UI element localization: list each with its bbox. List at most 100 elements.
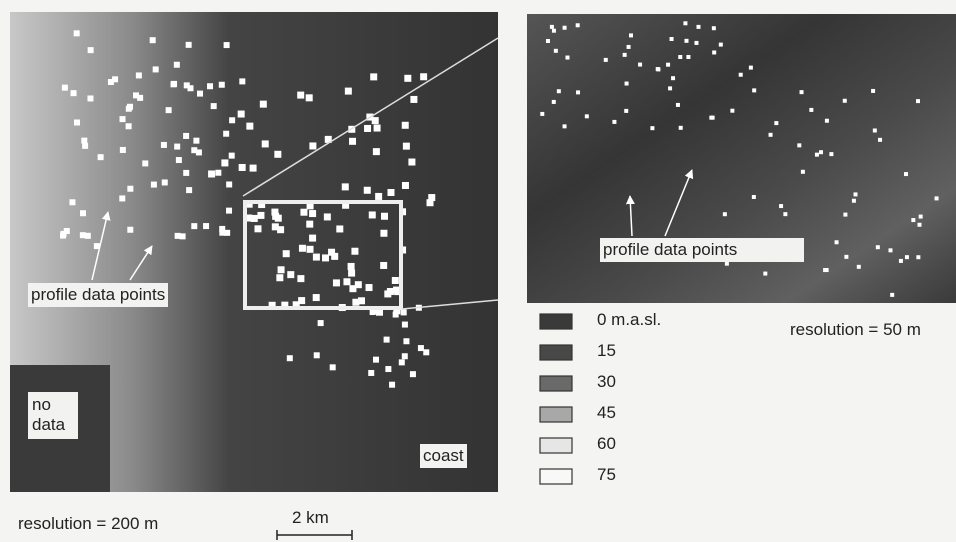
data-point [381, 213, 388, 220]
data-point [69, 199, 75, 205]
data-point [246, 123, 253, 130]
data-point [697, 25, 701, 29]
data-point [679, 126, 683, 130]
data-point [127, 227, 133, 233]
data-point [871, 89, 875, 93]
data-point [322, 254, 329, 261]
data-point [402, 353, 408, 359]
label-line: no [32, 395, 74, 415]
legend-label: 45 [597, 403, 616, 423]
data-point [783, 212, 787, 216]
data-point [380, 230, 387, 237]
data-point [223, 131, 229, 137]
data-point [752, 195, 756, 199]
data-point [623, 53, 627, 57]
data-point [835, 240, 839, 244]
data-point [800, 90, 804, 94]
data-point [369, 211, 376, 218]
data-point [711, 116, 715, 120]
data-point [563, 26, 567, 30]
data-point [351, 248, 358, 255]
data-point [911, 218, 915, 222]
data-point [905, 255, 909, 259]
data-point [540, 112, 544, 116]
data-point [410, 371, 416, 377]
data-point [120, 116, 126, 122]
data-point [74, 119, 80, 125]
legend-label: 15 [597, 341, 616, 361]
data-point [843, 99, 847, 103]
data-point [403, 143, 410, 150]
data-point [342, 183, 349, 190]
data-point [211, 103, 217, 109]
data-point [98, 154, 104, 160]
data-point [576, 90, 580, 94]
data-point [343, 278, 350, 285]
data-point [71, 90, 77, 96]
data-point [276, 274, 283, 281]
data-point [801, 170, 805, 174]
data-point [427, 199, 434, 206]
data-point [297, 92, 304, 99]
data-point [174, 144, 180, 150]
data-point [389, 382, 395, 388]
data-point [385, 366, 391, 372]
data-point [373, 357, 379, 363]
data-point [219, 82, 225, 88]
data-point [375, 193, 382, 200]
data-point [550, 25, 554, 29]
data-point [348, 263, 355, 270]
data-point [402, 122, 409, 129]
data-point [819, 150, 823, 154]
data-point [349, 138, 356, 145]
data-point [670, 37, 674, 41]
data-point [345, 88, 352, 95]
data-point [370, 73, 377, 80]
data-point [546, 39, 550, 43]
data-point [274, 151, 281, 158]
label-line: data [32, 415, 74, 435]
data-point [176, 157, 182, 163]
data-point [364, 125, 371, 132]
data-point [420, 73, 427, 80]
legend-label: 30 [597, 372, 616, 392]
data-point [309, 210, 316, 217]
data-point [557, 89, 561, 93]
data-point [88, 47, 94, 53]
data-point [752, 88, 756, 92]
data-point [203, 223, 209, 229]
data-point [769, 133, 773, 137]
data-point [278, 266, 285, 273]
resolution: resolution = 200 m [18, 514, 158, 534]
data-point [127, 186, 133, 192]
label: profile data points [600, 238, 804, 262]
data-point [330, 364, 336, 370]
data-point [676, 103, 680, 107]
data-point [239, 164, 246, 171]
data-point [226, 208, 232, 214]
data-point [87, 95, 93, 101]
data-point [935, 196, 939, 200]
data-point [186, 42, 192, 48]
data-point [899, 259, 903, 263]
data-point [739, 73, 743, 77]
legend-swatch [540, 376, 572, 391]
data-point [272, 213, 279, 220]
data-point [779, 204, 783, 208]
data-point [80, 232, 86, 238]
data-point [193, 138, 199, 144]
label: coast [420, 444, 467, 468]
legend-swatch [540, 314, 572, 329]
legend-label: 60 [597, 434, 616, 454]
scale-label: 2 km [292, 508, 329, 528]
data-point [309, 142, 316, 149]
data-point [918, 223, 922, 227]
data-point [401, 309, 407, 315]
data-point [81, 138, 87, 144]
data-point [730, 109, 734, 113]
data-point [638, 63, 642, 67]
data-point [283, 250, 290, 257]
data-point [423, 349, 429, 355]
data-point [604, 58, 608, 62]
data-point [336, 225, 343, 232]
